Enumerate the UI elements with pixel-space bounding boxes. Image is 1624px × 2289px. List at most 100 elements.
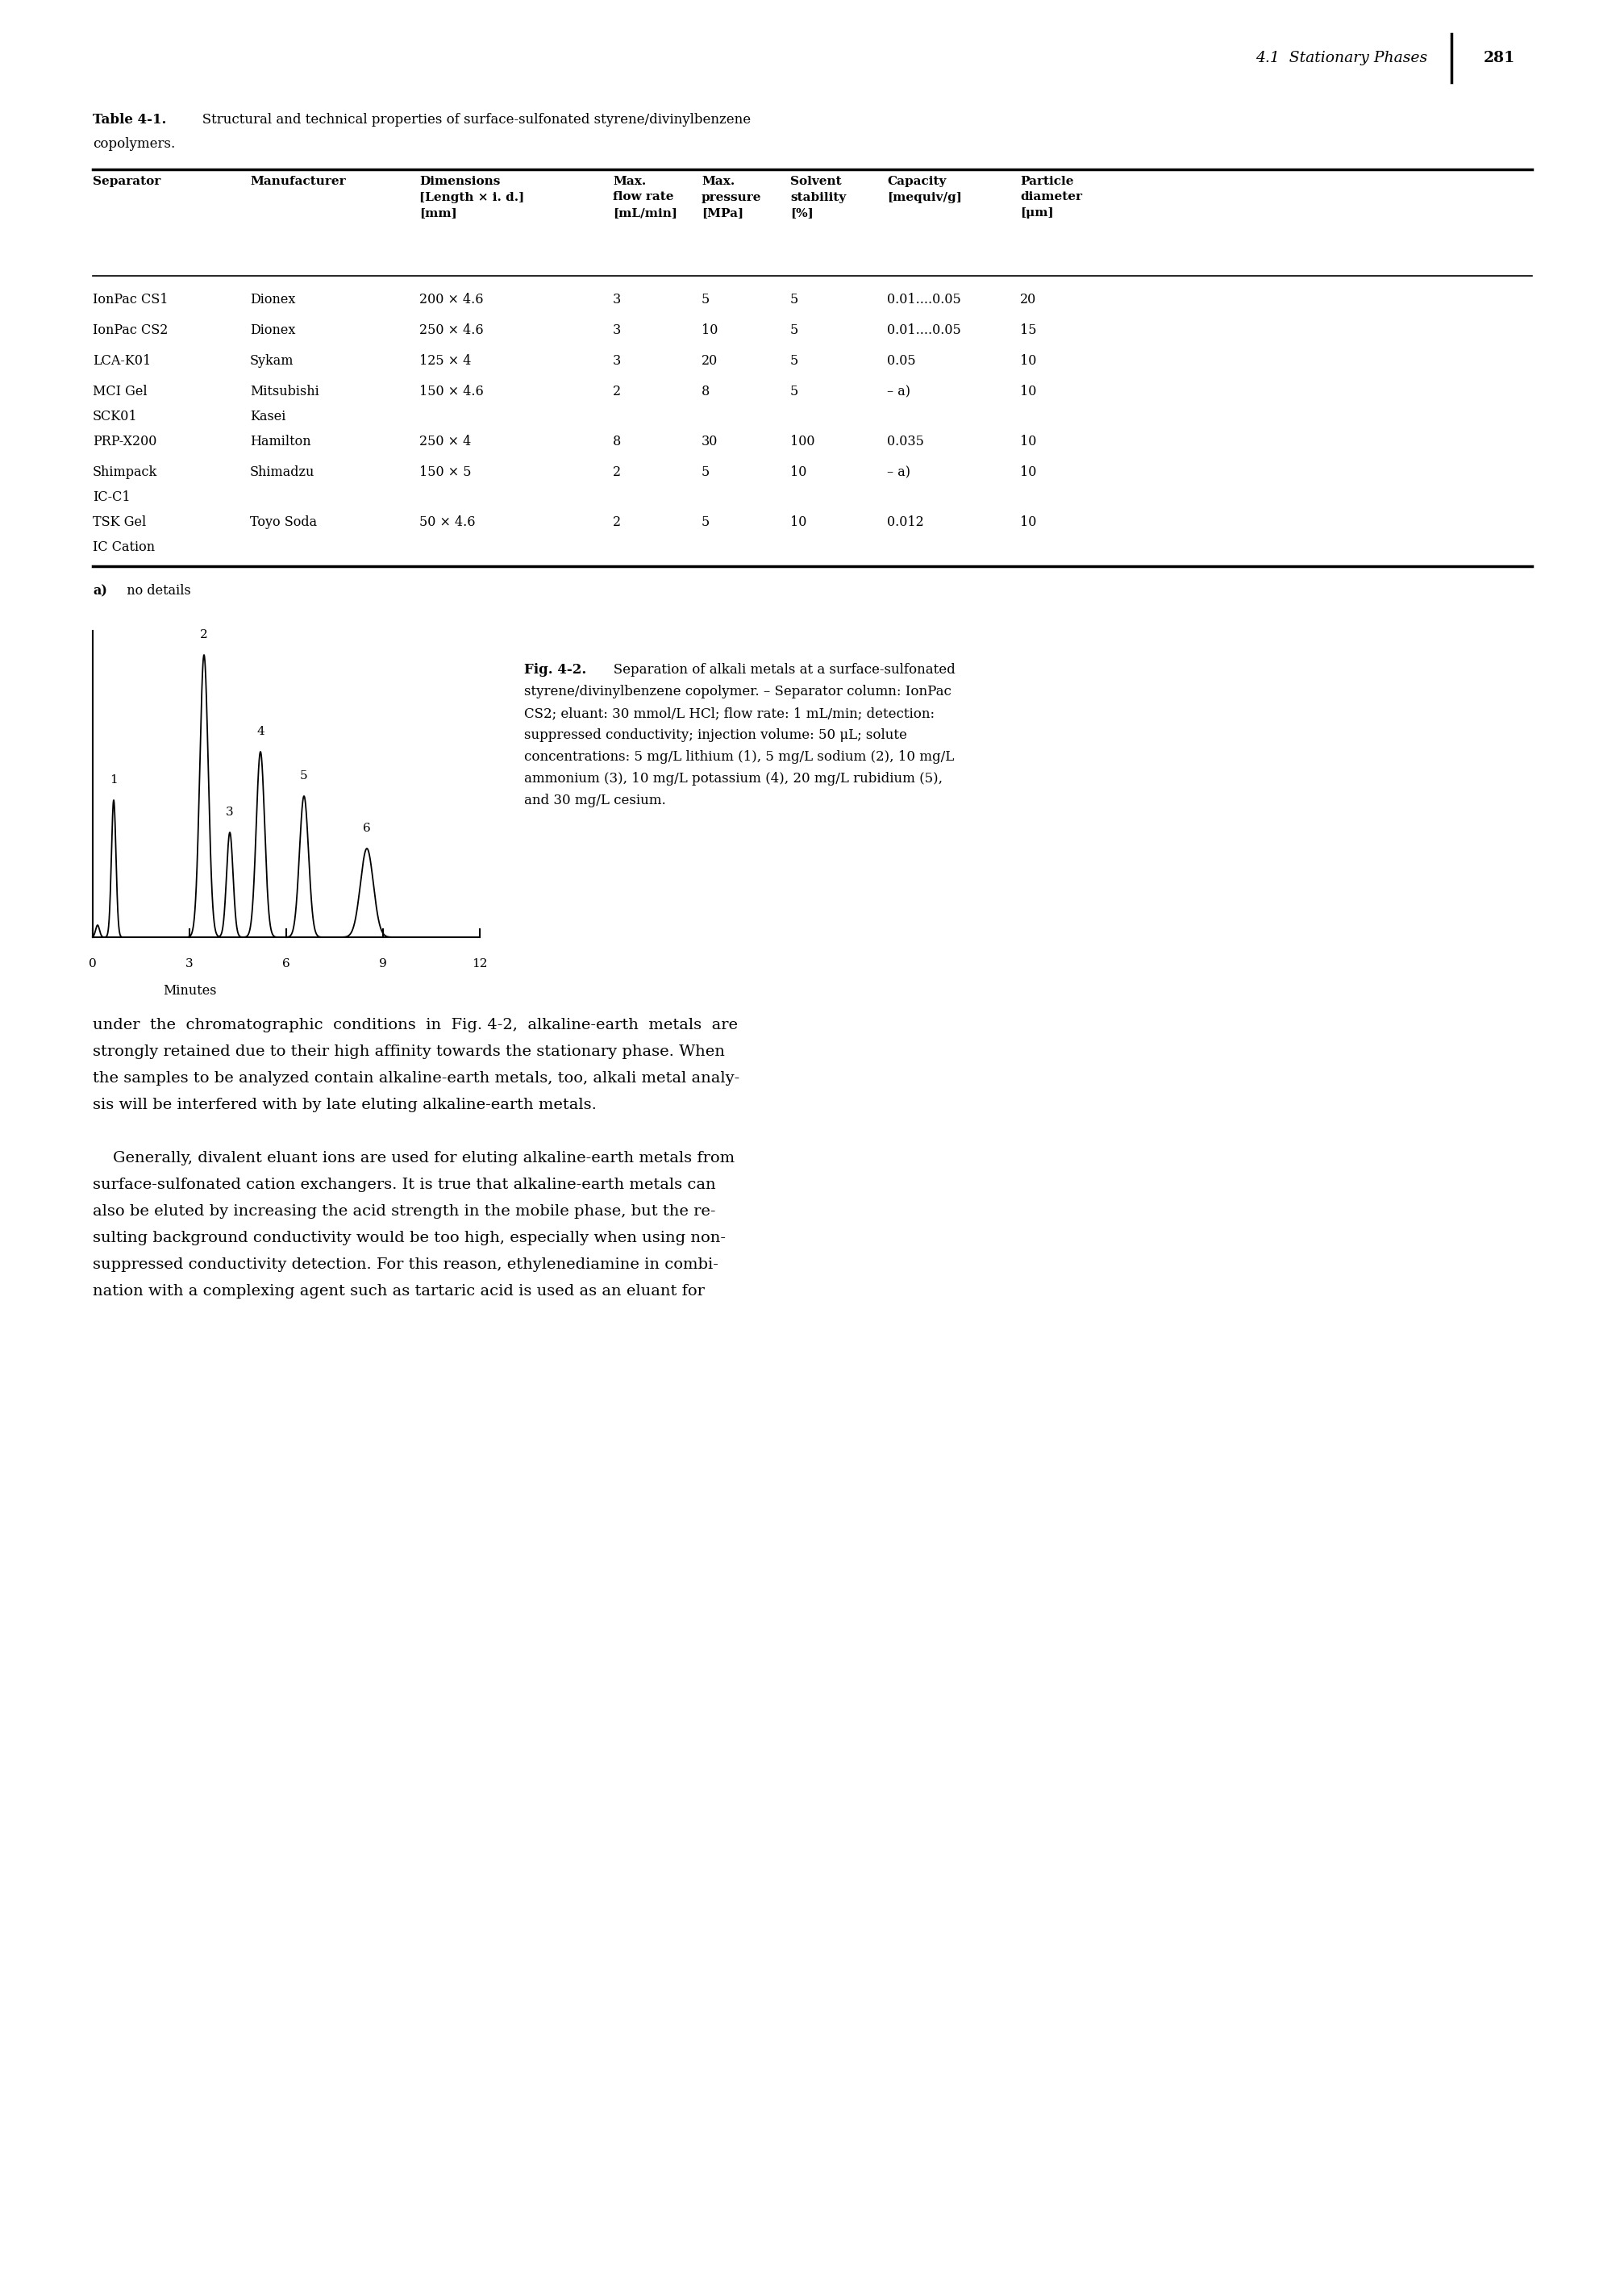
Text: LCA-K01: LCA-K01 [93,355,151,369]
Text: Dionex: Dionex [250,293,296,307]
Text: 281: 281 [1483,50,1515,66]
Text: Dionex: Dionex [250,323,296,336]
Text: 15: 15 [1020,323,1036,336]
Text: 8: 8 [612,435,620,449]
Text: 1: 1 [110,774,117,785]
Text: 30: 30 [702,435,718,449]
Text: 200 × 4.6: 200 × 4.6 [419,293,484,307]
Text: 0.035: 0.035 [887,435,924,449]
Text: sulting background conductivity would be too high, especially when using non-: sulting background conductivity would be… [93,1231,726,1245]
Text: 150 × 4.6: 150 × 4.6 [419,385,484,398]
Text: CS2; eluant: 30 mmol/L HCl; flow rate: 1 mL/min; detection:: CS2; eluant: 30 mmol/L HCl; flow rate: 1… [525,707,934,721]
Text: 6: 6 [283,959,291,971]
Text: 10: 10 [1020,515,1036,529]
Text: 3: 3 [612,293,620,307]
Text: 150 × 5: 150 × 5 [419,465,471,478]
Text: 12: 12 [471,959,487,971]
Text: sis will be interfered with by late eluting alkaline-earth metals.: sis will be interfered with by late elut… [93,1099,596,1112]
Text: – a): – a) [887,465,909,478]
Text: 100: 100 [789,435,814,449]
Text: 2: 2 [200,629,208,641]
Text: 10: 10 [1020,465,1036,478]
Text: Table 4-1.: Table 4-1. [93,112,166,126]
Text: 4.1  Stationary Phases: 4.1 Stationary Phases [1255,50,1426,66]
Text: 0.012: 0.012 [887,515,924,529]
Text: ammonium (3), 10 mg/L potassium (4), 20 mg/L rubidium (5),: ammonium (3), 10 mg/L potassium (4), 20 … [525,771,942,785]
Text: under  the  chromatographic  conditions  in  Fig. 4-2,  alkaline-earth  metals  : under the chromatographic conditions in … [93,1019,737,1032]
Text: Sykam: Sykam [250,355,294,369]
Text: 5: 5 [300,771,307,781]
Text: IC Cation: IC Cation [93,540,154,554]
Text: 10: 10 [1020,435,1036,449]
Text: Hamilton: Hamilton [250,435,310,449]
Text: 3: 3 [612,355,620,369]
Text: 5: 5 [702,293,710,307]
Text: a): a) [93,584,107,597]
Text: Max.
pressure
[MPa]: Max. pressure [MPa] [702,176,762,217]
Text: 5: 5 [702,465,710,478]
Text: strongly retained due to their high affinity towards the stationary phase. When: strongly retained due to their high affi… [93,1044,724,1060]
Text: 5: 5 [789,323,797,336]
Text: concentrations: 5 mg/L lithium (1), 5 mg/L sodium (2), 10 mg/L: concentrations: 5 mg/L lithium (1), 5 mg… [525,751,953,765]
Text: Max.
flow rate
[mL/min]: Max. flow rate [mL/min] [612,176,677,217]
Text: also be eluted by increasing the acid strength in the mobile phase, but the re-: also be eluted by increasing the acid st… [93,1204,715,1218]
Text: 3: 3 [226,806,234,817]
Text: 3: 3 [612,323,620,336]
Text: Particle
diameter
[μm]: Particle diameter [μm] [1020,176,1082,217]
Text: copolymers.: copolymers. [93,137,175,151]
Text: 9: 9 [378,959,387,971]
Text: IonPac CS1: IonPac CS1 [93,293,167,307]
Text: 20: 20 [702,355,718,369]
Text: Shimadzu: Shimadzu [250,465,315,478]
Text: 10: 10 [1020,385,1036,398]
Text: Mitsubishi: Mitsubishi [250,385,318,398]
Text: 0.01....0.05: 0.01....0.05 [887,293,960,307]
Text: 50 × 4.6: 50 × 4.6 [419,515,476,529]
Text: Structural and technical properties of surface-sulfonated styrene/divinylbenzene: Structural and technical properties of s… [190,112,750,126]
Text: 6: 6 [362,822,370,833]
Text: IC-C1: IC-C1 [93,490,130,504]
Text: Minutes: Minutes [162,984,216,998]
Text: styrene/divinylbenzene copolymer. – Separator column: IonPac: styrene/divinylbenzene copolymer. – Sepa… [525,684,952,698]
Text: IonPac CS2: IonPac CS2 [93,323,167,336]
Text: 0.01....0.05: 0.01....0.05 [887,323,960,336]
Text: TSK Gel: TSK Gel [93,515,146,529]
Text: – a): – a) [887,385,909,398]
Text: 5: 5 [789,385,797,398]
Text: Fig. 4-2.: Fig. 4-2. [525,664,586,678]
Text: 5: 5 [789,293,797,307]
Text: 0.05: 0.05 [887,355,916,369]
Text: 250 × 4.6: 250 × 4.6 [419,323,484,336]
Text: 2: 2 [612,515,620,529]
Text: Manufacturer: Manufacturer [250,176,346,188]
Text: Dimensions
[Length × i. d.]
[mm]: Dimensions [Length × i. d.] [mm] [419,176,525,217]
Text: suppressed conductivity detection. For this reason, ethylenediamine in combi-: suppressed conductivity detection. For t… [93,1257,718,1273]
Text: Toyo Soda: Toyo Soda [250,515,317,529]
Text: 2: 2 [612,465,620,478]
Text: 250 × 4: 250 × 4 [419,435,471,449]
Text: PRP-X200: PRP-X200 [93,435,156,449]
Text: surface-sulfonated cation exchangers. It is true that alkaline-earth metals can: surface-sulfonated cation exchangers. It… [93,1177,716,1193]
Text: 10: 10 [789,515,806,529]
Text: the samples to be analyzed contain alkaline-earth metals, too, alkali metal anal: the samples to be analyzed contain alkal… [93,1071,739,1085]
Text: 5: 5 [702,515,710,529]
Text: suppressed conductivity; injection volume: 50 μL; solute: suppressed conductivity; injection volum… [525,728,906,742]
Text: SCK01: SCK01 [93,410,138,423]
Text: 8: 8 [702,385,710,398]
Text: no details: no details [119,584,190,597]
Text: 0: 0 [89,959,96,971]
Text: and 30 mg/L cesium.: and 30 mg/L cesium. [525,794,666,808]
Text: MCI Gel: MCI Gel [93,385,148,398]
Text: 2: 2 [612,385,620,398]
Text: 10: 10 [789,465,806,478]
Text: nation with a complexing agent such as tartaric acid is used as an eluant for: nation with a complexing agent such as t… [93,1284,705,1298]
Text: Shimpack: Shimpack [93,465,158,478]
Text: 20: 20 [1020,293,1036,307]
Text: Kasei: Kasei [250,410,286,423]
Text: Separation of alkali metals at a surface-sulfonated: Separation of alkali metals at a surface… [601,664,955,678]
Text: 10: 10 [1020,355,1036,369]
Text: Solvent
stability
[%]: Solvent stability [%] [789,176,846,217]
Text: 125 × 4: 125 × 4 [419,355,471,369]
Text: Generally, divalent eluant ions are used for eluting alkaline-earth metals from: Generally, divalent eluant ions are used… [93,1151,734,1165]
Text: Separator: Separator [93,176,161,188]
